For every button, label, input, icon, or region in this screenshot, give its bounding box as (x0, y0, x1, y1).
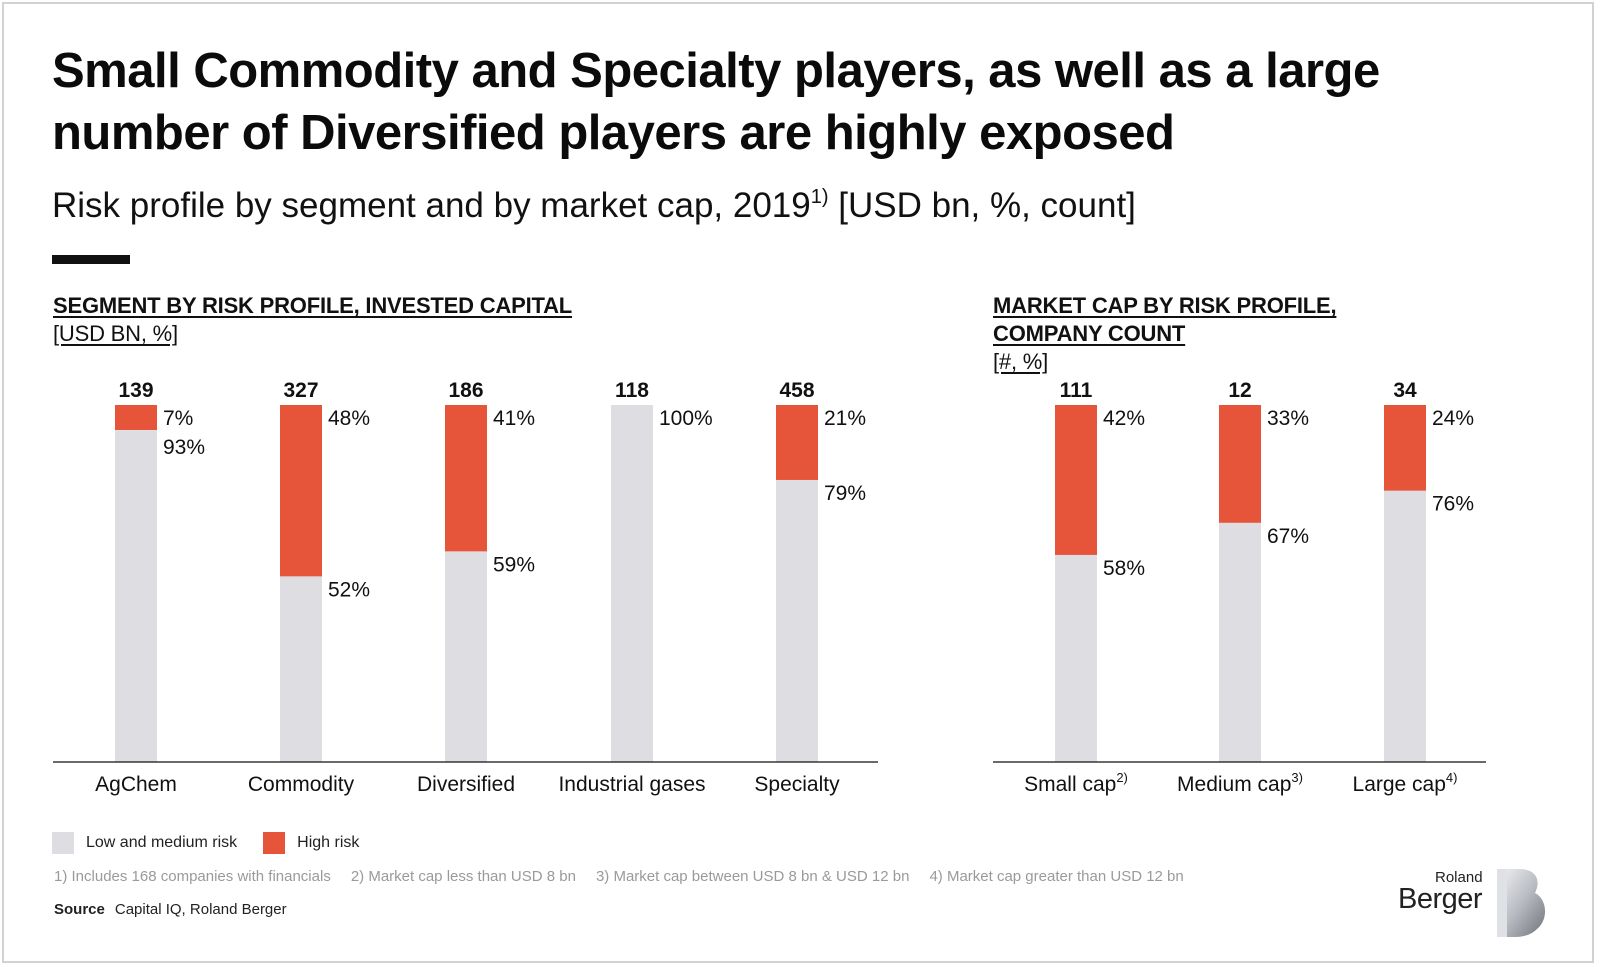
bar-total-label-small-cap: 111 (1060, 379, 1093, 402)
category-footnote-marker-large-cap: 4) (1446, 770, 1458, 785)
low-medium-value-label-industrial-gases: 100% (659, 407, 713, 430)
footnote-2: 2) Market cap less than USD 8 bn (350, 868, 576, 885)
subtitle-footnote-marker: 1) (810, 186, 829, 208)
low-medium-value-label-medium-cap: 67% (1267, 525, 1309, 548)
marketcap-chart-title-line2: COMPANY COUNT [#, %] (993, 320, 1336, 376)
low-medium-value-label-diversified: 59% (493, 553, 535, 576)
category-footnote-marker-medium-cap: 3) (1291, 770, 1303, 785)
segment-chart-title: SEGMENT BY RISK PROFILE, INVESTED CAPITA… (53, 292, 572, 348)
logo-word-roland: Roland (1435, 869, 1483, 886)
subtitle-units: [USD bn, %, count] (838, 186, 1136, 225)
source-note: Source Capital IQ, Roland Berger (54, 901, 287, 918)
bar-low-medium-agchem (115, 429, 157, 762)
category-label-large-cap: Large cap4) (1353, 770, 1458, 796)
bar-total-label-industrial-gases: 118 (615, 379, 649, 402)
bar-total-label-medium-cap: 12 (1228, 379, 1251, 402)
low-medium-value-label-commodity: 52% (328, 578, 370, 601)
high-risk-value-label-small-cap: 42% (1103, 407, 1145, 430)
bar-high-small-cap (1055, 405, 1097, 555)
logo-b-mark-icon (1497, 869, 1546, 937)
footnote-4: 4) Market cap greater than USD 12 bn (929, 868, 1184, 885)
legend-swatch-high (263, 832, 286, 854)
legend-label-low-medium: Low and medium risk (86, 834, 238, 851)
marketcap-chart-title: MARKET CAP BY RISK PROFILE, COMPANY COUN… (993, 292, 1337, 376)
category-label-small-cap: Small cap2) (1024, 770, 1128, 796)
page-subtitle: Risk profile by segment and by market ca… (52, 184, 1136, 228)
low-medium-value-label-agchem: 93% (163, 436, 205, 459)
category-label-specialty: Specialty (754, 773, 840, 796)
subtitle-text: Risk profile by segment and by market ca… (52, 186, 811, 225)
bar-total-label-specialty: 458 (779, 379, 814, 402)
bar-total-label-agchem: 139 (118, 379, 153, 402)
high-risk-value-label-medium-cap: 33% (1267, 407, 1309, 430)
high-risk-value-label-diversified: 41% (493, 407, 535, 430)
low-medium-value-label-specialty: 79% (824, 482, 866, 505)
marketcap-chart-title-text: MARKET CAP BY RISK PROFILE, (993, 293, 1337, 318)
chart-legend: Low and medium risk High risk (52, 832, 385, 854)
source-label: Source (54, 901, 105, 918)
source-text: Capital IQ, Roland Berger (114, 901, 287, 918)
bar-low-medium-small-cap (1055, 554, 1097, 762)
legend-label-high: High risk (297, 834, 360, 851)
roland-berger-logo: Roland Berger (1398, 869, 1548, 941)
footnote-1: 1) Includes 168 companies with financial… (54, 868, 331, 885)
category-label-industrial-gases: Industrial gases (558, 773, 705, 796)
category-label-agchem: AgChem (95, 773, 177, 796)
high-risk-value-label-agchem: 7% (163, 407, 193, 430)
bar-high-large-cap (1384, 405, 1426, 491)
logo-word-berger: Berger (1398, 883, 1483, 915)
segment-chart-title-text: SEGMENT BY RISK PROFILE, INVESTED CAPITA… (53, 293, 573, 318)
bar-low-medium-diversified (445, 551, 487, 762)
low-medium-value-label-small-cap: 58% (1103, 557, 1145, 580)
segment-chart-unit: [USD BN, %] (53, 321, 178, 346)
bar-low-medium-specialty (776, 479, 818, 762)
high-risk-value-label-commodity: 48% (328, 407, 370, 430)
bar-total-label-commodity: 327 (283, 379, 318, 402)
high-risk-value-label-large-cap: 24% (1432, 407, 1474, 430)
bar-low-medium-commodity (280, 576, 322, 762)
low-medium-value-label-large-cap: 76% (1432, 493, 1474, 516)
bar-high-medium-cap (1219, 405, 1261, 523)
category-label-medium-cap: Medium cap3) (1177, 770, 1303, 796)
bar-total-label-large-cap: 34 (1393, 379, 1417, 402)
high-risk-value-label-specialty: 21% (824, 407, 866, 430)
legend-swatch-low-medium (52, 832, 74, 854)
category-label-diversified: Diversified (417, 773, 515, 796)
page-title: Small Commodity and Specialty players, a… (52, 44, 1380, 160)
category-footnote-marker-small-cap: 2) (1116, 770, 1128, 785)
bar-low-medium-medium-cap (1219, 522, 1261, 762)
bar-high-agchem (115, 405, 157, 430)
marketcap-chart-unit: [#, %] (993, 349, 1049, 374)
bar-high-specialty (776, 405, 818, 480)
footnotes: 1) Includes 168 companies with financial… (54, 868, 1204, 885)
bar-low-medium-industrial-gases (611, 405, 653, 762)
bar-low-medium-large-cap (1384, 490, 1426, 762)
footnote-3: 3) Market cap between USD 8 bn & USD 12 … (595, 868, 910, 885)
bar-total-label-diversified: 186 (448, 379, 483, 402)
bar-high-commodity (280, 405, 322, 577)
bar-high-diversified (445, 405, 487, 552)
marketcap-chart-title-line2-text: COMPANY COUNT (993, 321, 1186, 346)
category-label-commodity: Commodity (248, 773, 355, 796)
title-accent-bar (52, 255, 130, 264)
